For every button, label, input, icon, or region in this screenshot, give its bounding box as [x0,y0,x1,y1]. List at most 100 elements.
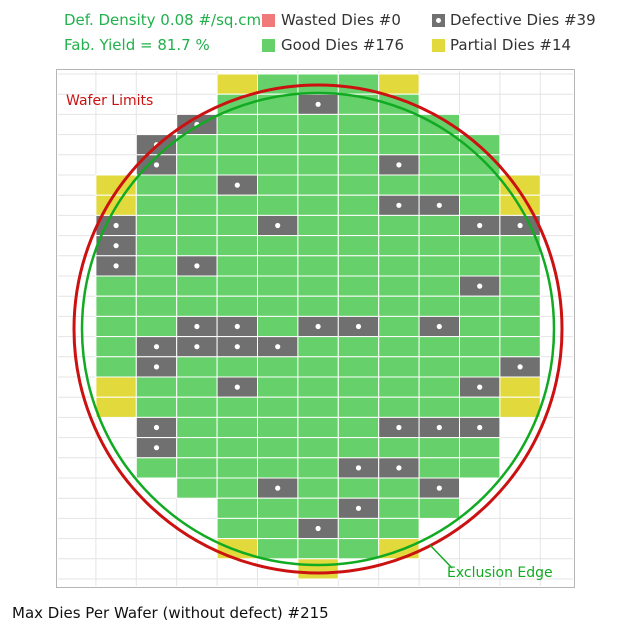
defect-marker [234,182,240,188]
good-die [257,437,299,459]
good-die [337,295,380,317]
good-die [418,396,461,418]
good-die [176,376,218,398]
defect-marker [113,222,119,229]
good-die [297,174,339,196]
defect-marker [436,424,442,431]
defect-marker [194,323,200,330]
defect-marker [275,222,281,229]
good-die [216,194,259,216]
good-die [499,295,541,317]
wafer-map-frame [56,69,575,588]
good-die [95,275,137,297]
good-die [378,336,420,358]
defect-marker [153,424,160,431]
good-die [216,113,259,136]
good-die [135,174,178,196]
good-die [216,356,259,378]
good-die [176,235,218,257]
good-die [95,356,137,378]
good-die [257,113,299,136]
defect-marker [315,101,321,107]
defect-marker [113,243,119,249]
good-die [95,295,137,317]
defect-marker [355,505,362,511]
defect-marker [194,263,200,269]
good-die [216,134,259,156]
partial-dies-swatch [432,39,445,52]
good-die [418,174,461,196]
good-die [176,194,218,216]
good-die [337,214,380,237]
defect-marker [517,222,523,229]
defect-marker [477,222,483,229]
good-die [95,336,137,358]
good-die [378,295,420,317]
good-die [176,437,218,459]
good-die [337,113,380,136]
good-die [418,437,461,459]
good-die [257,275,299,297]
exclusion-edge-label: Exclusion Edge [447,565,553,581]
good-die [176,356,218,378]
good-die [257,396,299,418]
good-die [176,295,218,317]
good-die [297,437,339,459]
good-die [418,134,461,156]
good-die [135,295,178,317]
good-die [257,194,299,216]
good-die [257,174,299,196]
good-die [135,194,178,216]
good-die [337,538,380,560]
defect-marker [396,202,402,208]
defect-marker [517,364,523,370]
partial-die [95,376,137,398]
max-dies-footer: Max Dies Per Wafer (without defect) #215 [12,604,329,622]
good-die [297,255,339,277]
defect-marker [234,384,240,390]
good-die [297,416,339,439]
defect-marker [194,344,200,350]
good-die [297,477,339,499]
defect-marker [355,465,362,471]
good-die [337,396,380,418]
wafer-limit-circle [72,83,564,575]
good-die [257,457,299,479]
defect-marker [315,525,321,532]
good-die [257,255,299,277]
good-die [216,437,259,459]
good-die [378,437,420,459]
good-die [337,174,380,196]
good-die [257,538,299,560]
good-die [257,416,299,439]
partial-die [499,396,541,418]
good-die [135,376,178,398]
good-die [337,376,380,398]
good-die [337,235,380,257]
good-die [459,295,501,317]
good-die [257,235,299,257]
defect-marker [275,485,281,491]
good-die [135,457,178,479]
defect-marker [153,344,160,350]
good-die [135,315,178,338]
good-die [297,336,339,358]
good-die [459,235,501,257]
exclusion-edge-pointer [429,544,453,569]
good-die [216,275,259,297]
good-die [378,255,420,277]
defect-marker [113,263,119,269]
good-die [216,416,259,439]
good-die [418,275,461,297]
good-die [297,113,339,136]
partial-die [499,376,541,398]
defect-density-text: Def. Density 0.08 #/sq.cm [64,11,262,29]
defect-marker [396,424,402,431]
defect-marker [153,445,160,451]
exclusion-edge-circle [80,91,556,567]
good-die [337,194,380,216]
good-die [459,174,501,196]
good-die [459,194,501,216]
defect-marker [153,364,160,370]
good-die [297,497,339,519]
